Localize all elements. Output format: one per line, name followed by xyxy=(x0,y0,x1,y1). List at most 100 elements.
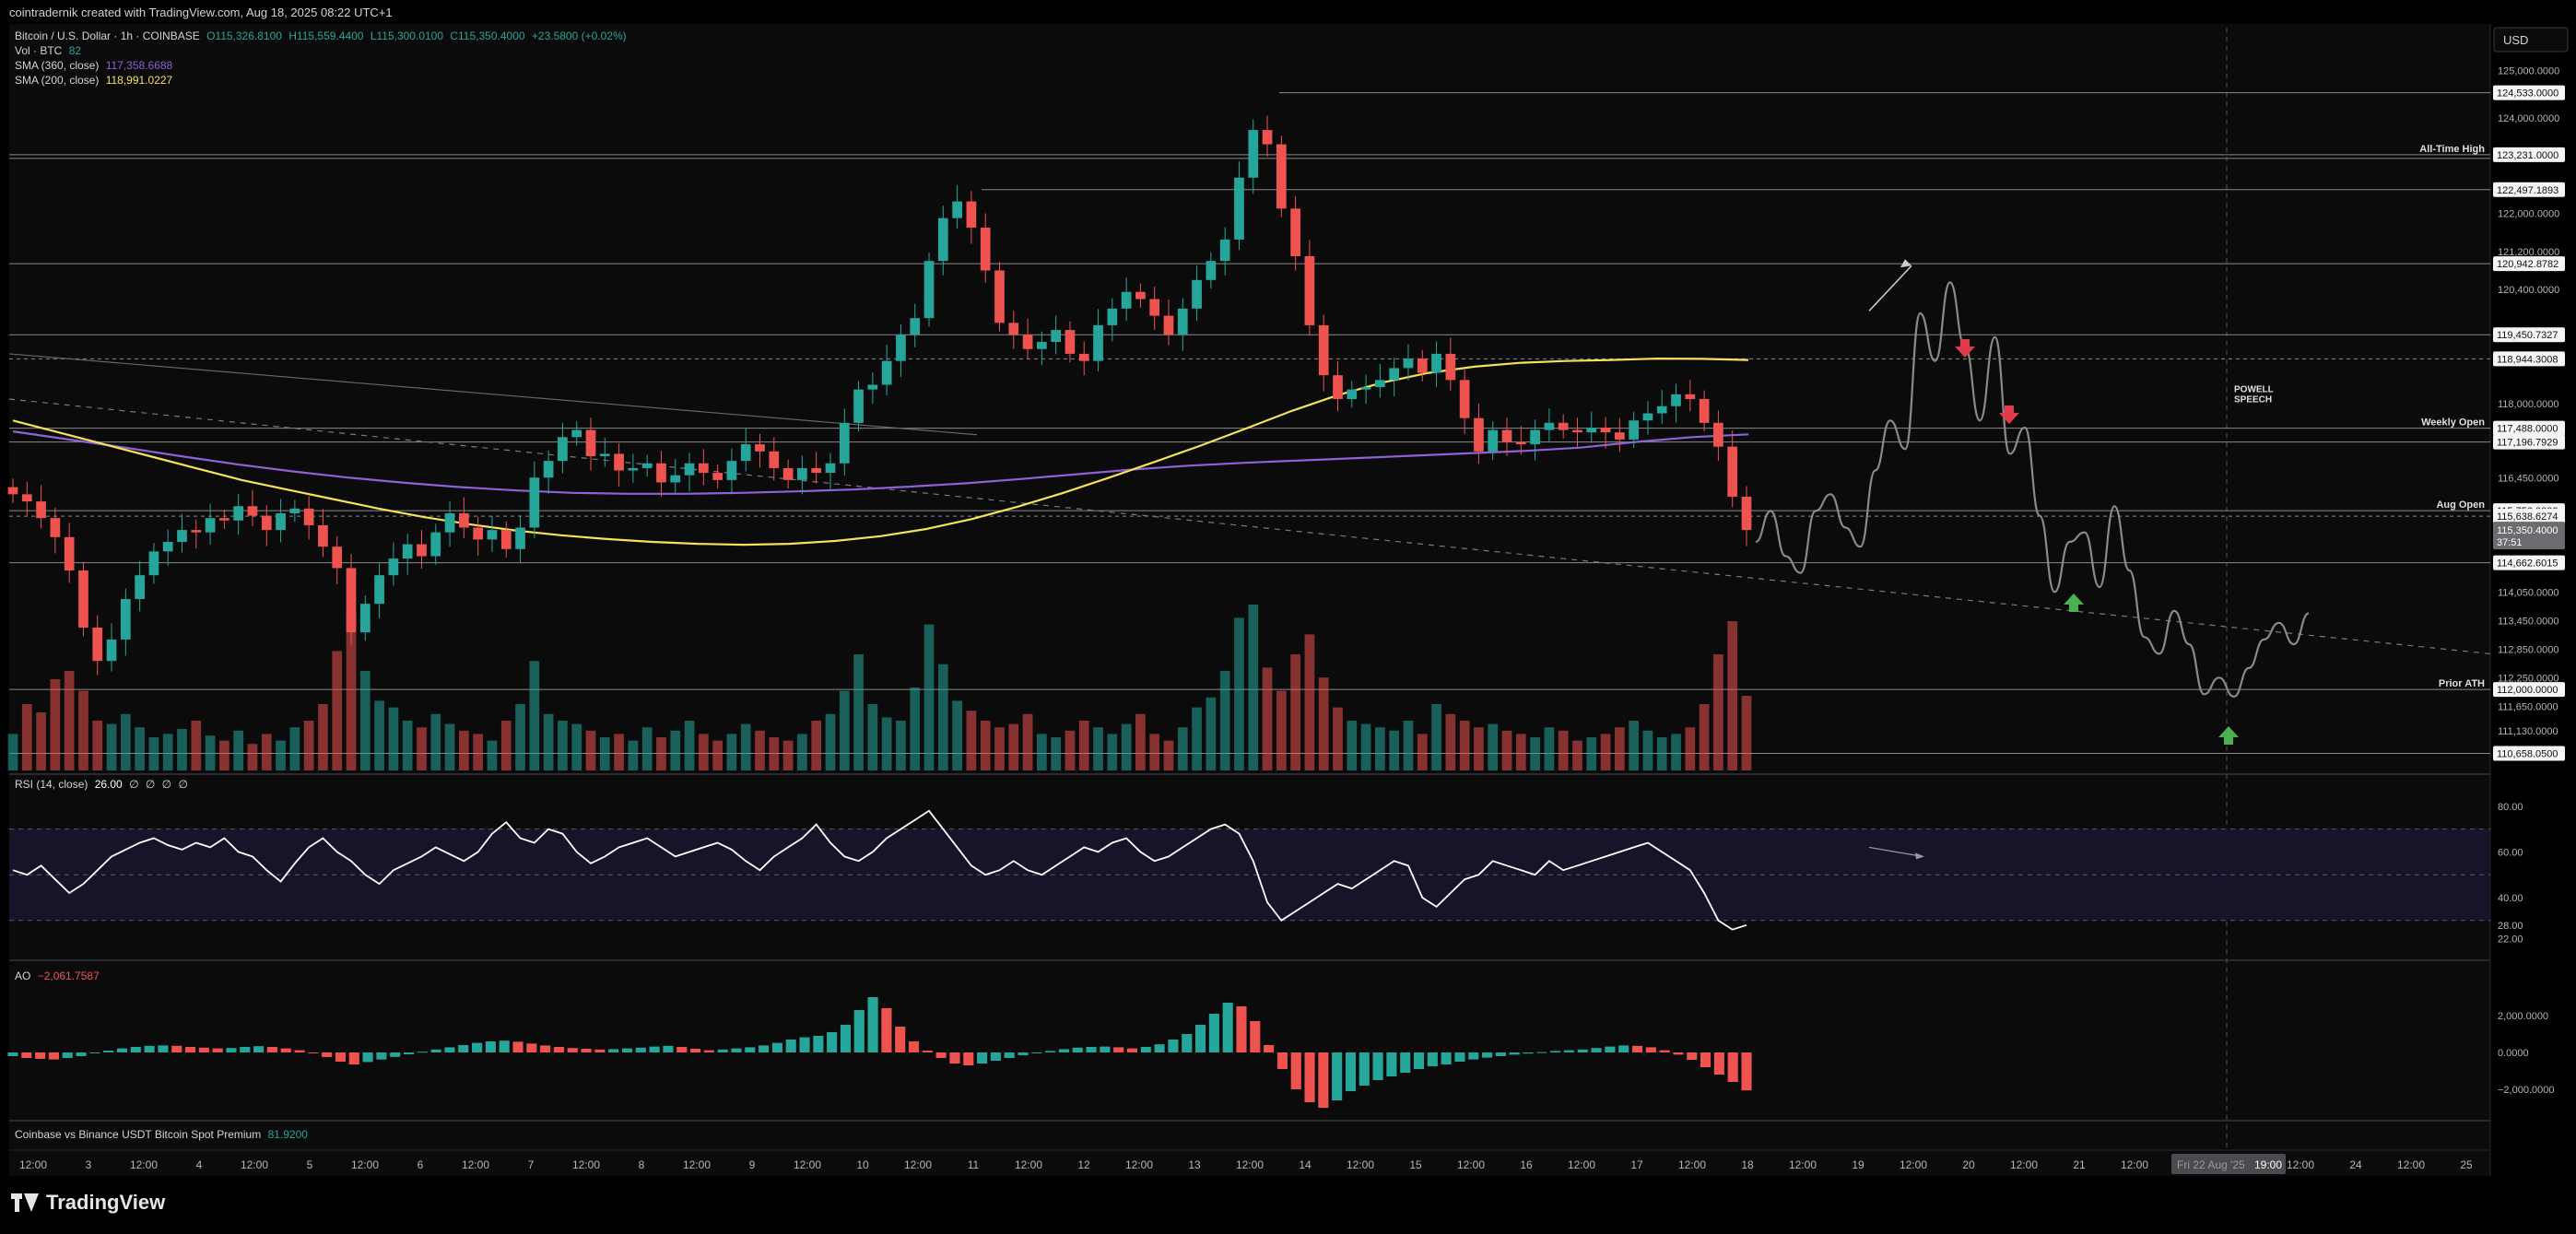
time-tick-label: 7 xyxy=(528,1158,535,1171)
ao-bar xyxy=(745,1047,756,1052)
legend-rsi[interactable]: RSI (14, close) 26.00 ∅ ∅ ∅ ∅ xyxy=(15,778,192,791)
legend-sma200[interactable]: SMA (200, close) 118,991.0227 xyxy=(15,74,176,87)
price-tick-label: 120,400.0000 xyxy=(2498,285,2559,296)
legend-volume[interactable]: Vol · BTC 82 xyxy=(15,44,85,57)
candle-body xyxy=(1262,130,1273,145)
legend-main[interactable]: Bitcoin / U.S. Dollar · 1h · COINBASE O1… xyxy=(15,29,630,42)
volume-bar xyxy=(811,721,822,770)
time-tick-label: 20 xyxy=(1962,1158,1975,1171)
ao-bar xyxy=(1400,1052,1411,1073)
volume-bar xyxy=(1544,727,1555,770)
candle-body xyxy=(64,536,75,570)
volume-bar xyxy=(1474,727,1484,770)
volume-bar xyxy=(459,730,469,770)
legend-sma360[interactable]: SMA (360, close) 117,358.6688 xyxy=(15,59,176,72)
ao-bar xyxy=(1482,1052,1493,1058)
candle-body xyxy=(1474,417,1484,452)
candle-body xyxy=(1008,323,1019,335)
tradingview-logo[interactable]: TradingView xyxy=(11,1191,165,1215)
volume-bar xyxy=(515,704,525,770)
ao-bar xyxy=(472,1042,483,1052)
time-tick-label: 16 xyxy=(1520,1158,1533,1171)
ao-bar xyxy=(212,1048,223,1052)
ao-bar xyxy=(116,1048,128,1052)
ao-bar xyxy=(1086,1047,1097,1052)
arrow-up-icon xyxy=(2064,593,2084,612)
time-tick-label: 4 xyxy=(196,1158,203,1171)
candle-body xyxy=(219,518,229,521)
tradingview-logo-text: TradingView xyxy=(46,1191,166,1214)
volume-bar xyxy=(1586,737,1597,770)
ao-bar xyxy=(840,1025,852,1052)
volume-bar xyxy=(571,723,582,770)
volume-bar xyxy=(628,740,639,770)
time-tick-label: 19 xyxy=(1852,1158,1864,1171)
ao-bar xyxy=(1523,1052,1534,1054)
ao-bar xyxy=(499,1040,510,1052)
ao-bar xyxy=(1618,1045,1629,1052)
volume-bar xyxy=(712,740,723,770)
volume-bar xyxy=(656,737,666,770)
time-tick-label: 8 xyxy=(639,1158,645,1171)
price-tick-label: 111,650.0000 xyxy=(2498,701,2558,712)
volume-bar xyxy=(896,721,906,770)
price-level-badge-text: 118,944.3008 xyxy=(2497,354,2558,365)
ao-bar xyxy=(1359,1052,1370,1086)
time-tick-label: 12:00 xyxy=(904,1158,932,1171)
ao-bar xyxy=(348,1052,359,1064)
candle-body xyxy=(571,429,582,438)
volume-bar xyxy=(910,688,921,770)
candle-body xyxy=(1192,279,1202,309)
price-level-badge-text: 122,497.1893 xyxy=(2497,185,2558,196)
sma200-line xyxy=(12,357,1749,546)
legend-close: C115,350.4000 xyxy=(450,29,525,42)
legend-premium[interactable]: Coinbase vs Binance USDT Bitcoin Spot Pr… xyxy=(15,1128,312,1141)
currency-button[interactable] xyxy=(2493,27,2569,53)
ao-bar xyxy=(1276,1052,1288,1069)
candle-body xyxy=(1065,330,1076,354)
ao-bar xyxy=(922,1051,933,1052)
ao-bar xyxy=(608,1049,619,1052)
volume-bar xyxy=(205,735,216,770)
candle-body xyxy=(1642,413,1653,421)
projection-arrow-line xyxy=(1868,264,1912,311)
price-level-badge xyxy=(2493,682,2565,698)
candle-body xyxy=(359,604,371,633)
legend-ao[interactable]: AO −2,061.7587 xyxy=(15,970,103,982)
price-tick-label: 111,130.0000 xyxy=(2498,726,2558,737)
ao-bar xyxy=(1045,1051,1056,1052)
volume-bar xyxy=(1248,605,1259,770)
ao-bar xyxy=(1454,1052,1465,1062)
ao-bar xyxy=(1182,1034,1193,1052)
candle-body xyxy=(332,546,343,569)
candle-body xyxy=(529,477,540,528)
ao-bar xyxy=(1605,1046,1616,1052)
last-price-text: 115,350.4000 xyxy=(2497,525,2558,536)
rsi-tick-label: 40.00 xyxy=(2498,893,2523,904)
ao-bar xyxy=(362,1052,373,1063)
volume-bar xyxy=(148,737,159,770)
ao-bar xyxy=(1536,1052,1547,1053)
volume-bar xyxy=(797,734,807,770)
ao-bar xyxy=(171,1045,182,1052)
arrow-down-icon xyxy=(1955,339,1975,358)
volume-bar xyxy=(740,723,751,770)
time-tick-label: 12:00 xyxy=(1789,1158,1817,1171)
candle-body xyxy=(797,467,807,480)
ao-bar xyxy=(1495,1052,1506,1056)
ao-bar xyxy=(881,1008,892,1052)
volume-bar xyxy=(558,721,568,770)
ao-bar xyxy=(430,1049,441,1052)
ao-bar xyxy=(1208,1014,1219,1052)
rsi-projection-arrow xyxy=(1868,846,1923,857)
ao-bar xyxy=(1100,1046,1111,1052)
price-level-badge-text: 112,000.0000 xyxy=(2497,685,2558,696)
ao-bar xyxy=(676,1047,688,1052)
ao-pane: 2,000.0000 0.0000 −2,000.0000 xyxy=(7,997,2554,1108)
time-tick-label: 12:00 xyxy=(1125,1158,1153,1171)
ao-bar xyxy=(1427,1052,1438,1066)
candle-body xyxy=(1459,380,1470,418)
candle-body xyxy=(148,551,159,576)
